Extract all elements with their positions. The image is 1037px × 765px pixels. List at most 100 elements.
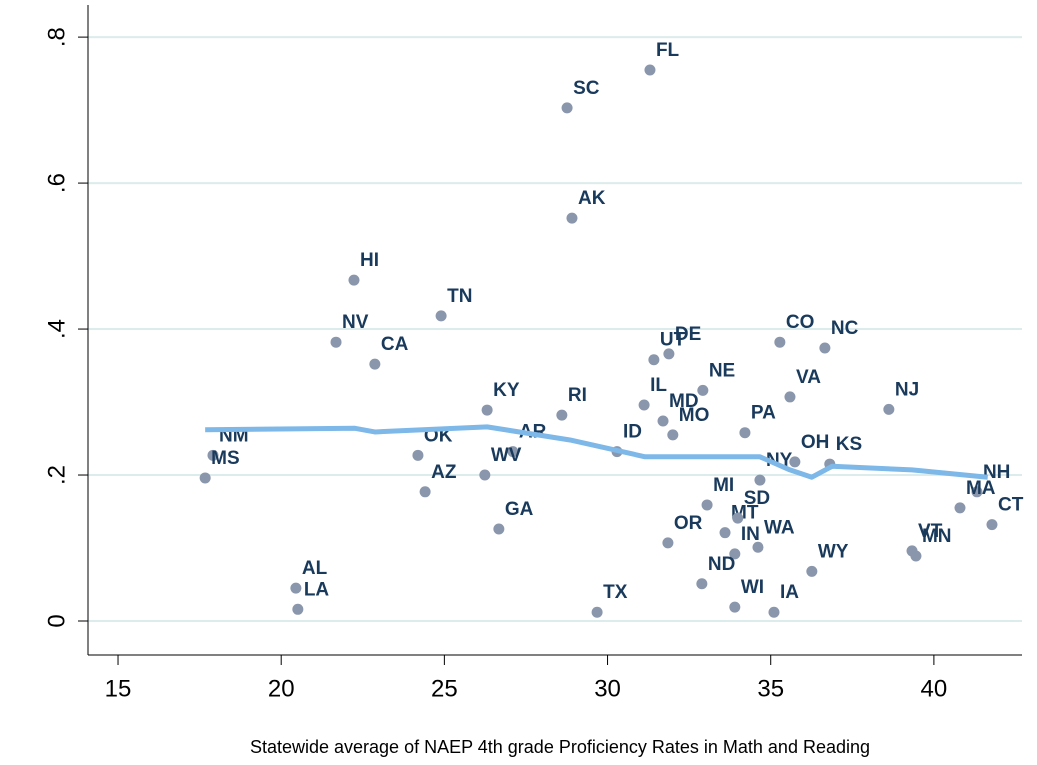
y-tick-label: .2 (43, 465, 70, 485)
point (507, 446, 519, 458)
point (199, 472, 211, 484)
point-label: NJ (895, 379, 919, 400)
x-tick-label: 35 (757, 675, 784, 702)
point-label: PA (751, 403, 776, 424)
point (739, 427, 751, 439)
point (290, 582, 302, 594)
point (638, 399, 650, 411)
point (696, 578, 708, 590)
point (910, 550, 922, 562)
x-tick-label: 25 (431, 675, 458, 702)
point-label: KY (493, 380, 520, 401)
point-label: NE (709, 360, 735, 381)
x-tick-label: 15 (105, 675, 132, 702)
point (697, 384, 709, 396)
point (556, 409, 568, 421)
point-label: NC (831, 318, 859, 339)
point (768, 606, 780, 618)
point-label: MO (679, 405, 710, 426)
point-label: IA (780, 582, 799, 603)
point-label: DE (675, 324, 701, 345)
fit-line (205, 424, 988, 480)
y-tick-label: .8 (43, 27, 70, 47)
point-label: MS (211, 448, 240, 469)
point-label: CT (998, 495, 1024, 516)
point (663, 348, 675, 360)
point (369, 358, 381, 370)
point (752, 541, 764, 553)
point-label: WA (764, 517, 795, 538)
x-axis-label: Statewide average of NAEP 4th grade Prof… (250, 737, 870, 757)
point-label: MD (669, 391, 699, 412)
point-label: CO (786, 312, 815, 333)
point (806, 565, 818, 577)
point-label: FL (656, 40, 680, 61)
point (662, 537, 674, 549)
point (493, 523, 505, 535)
point (754, 474, 766, 486)
point (481, 404, 493, 416)
point-label: MI (713, 475, 734, 496)
point (479, 469, 491, 481)
point (435, 310, 447, 322)
point-label: RI (568, 385, 587, 406)
x-tick-label: 20 (268, 675, 295, 702)
point-label: VT (918, 521, 943, 542)
point-label: ID (623, 422, 642, 443)
point-label: MN (922, 526, 952, 547)
point-label: WI (741, 577, 764, 598)
point (789, 456, 801, 468)
point (330, 336, 342, 348)
y-tick-label: .4 (43, 319, 70, 339)
point-label: SC (573, 78, 600, 99)
point-label: AK (578, 188, 606, 209)
x-tick-label: 30 (594, 675, 621, 702)
point-label: GA (505, 499, 534, 520)
point-label: IN (741, 524, 760, 545)
point (883, 403, 895, 415)
point-label: NV (342, 312, 369, 333)
point (774, 336, 786, 348)
point (667, 429, 679, 441)
point (986, 519, 998, 531)
y-tick-label: 0 (43, 614, 70, 627)
point (657, 415, 669, 427)
point (719, 527, 731, 539)
point (207, 449, 219, 461)
point-label: SD (744, 488, 770, 509)
point (732, 512, 744, 524)
point (819, 342, 831, 354)
point (729, 601, 741, 613)
point-label: VA (796, 367, 821, 388)
point-label: OR (674, 513, 703, 534)
point-label: HI (360, 250, 379, 271)
point (412, 449, 424, 461)
point (644, 64, 656, 76)
point-label: KS (836, 434, 862, 455)
point (648, 354, 660, 366)
point (292, 603, 304, 615)
point-label: AZ (431, 462, 457, 483)
point-label: WY (818, 541, 849, 562)
x-tick-label: 40 (921, 675, 948, 702)
point-label: WV (491, 445, 522, 466)
point-label: OH (801, 432, 830, 453)
point (566, 212, 578, 224)
point-label: UT (660, 330, 686, 351)
y-tick-label: .6 (43, 173, 70, 193)
point (729, 548, 741, 560)
point (971, 486, 983, 498)
point (348, 274, 360, 286)
point-label: NH (983, 462, 1010, 483)
point (561, 102, 573, 114)
point-label: LA (304, 579, 330, 600)
point (784, 391, 796, 403)
point-label: IL (650, 375, 667, 396)
point (701, 499, 713, 511)
point (954, 502, 966, 514)
point-label: ND (708, 554, 735, 575)
point-label: TN (447, 286, 472, 307)
point-label: AL (302, 558, 328, 579)
point (419, 486, 431, 498)
